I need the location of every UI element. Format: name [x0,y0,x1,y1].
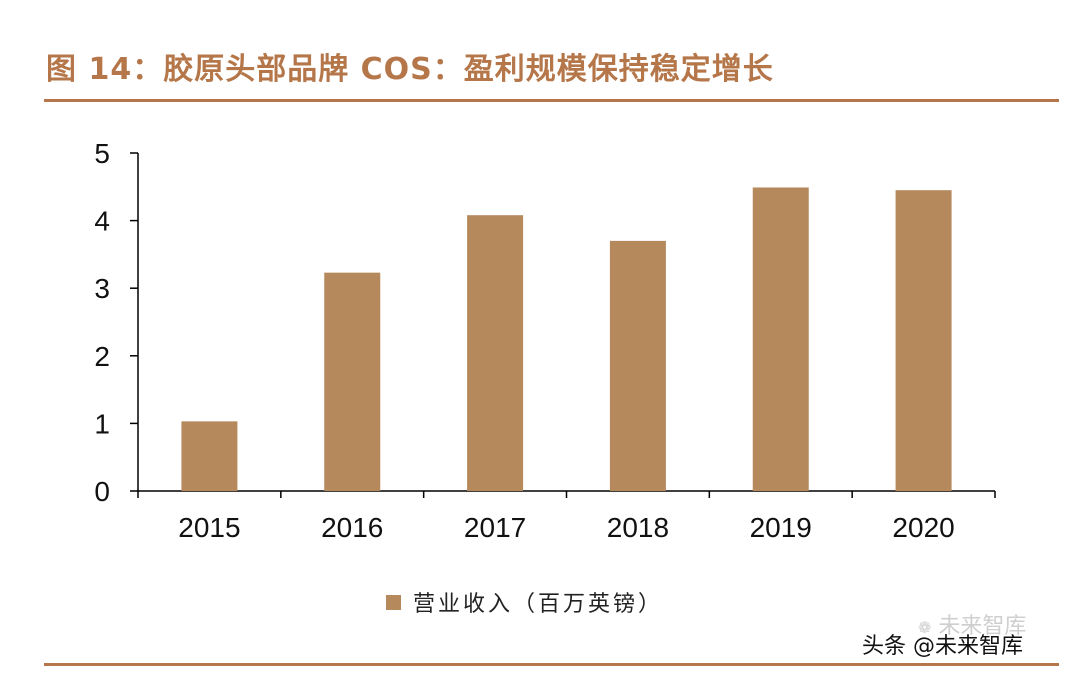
legend-label: 营业收入（百万英镑） [413,592,664,617]
y-tick-label: 0 [94,476,110,507]
bottom-rule [44,663,1059,666]
y-tick-label: 4 [94,206,110,237]
x-tick-label: 2016 [321,512,383,543]
x-tick-label: 2019 [750,512,812,543]
x-tick-label: 2020 [892,512,954,543]
watermark-text: 未来智库 [938,614,1027,639]
x-tick-label: 2017 [464,512,526,543]
bar-2016 [324,272,381,491]
bar-2019 [752,187,809,491]
y-tick-label: 1 [94,408,110,439]
y-tick-labels: 0 1 2 3 4 5 [94,138,110,507]
chart-bars [181,187,952,491]
y-tick-label: 3 [94,273,110,304]
source-label: 头条 @未来智库 [862,634,1023,659]
x-tick-label: 2018 [607,512,669,543]
x-tick-labels: 2015 2016 2017 2018 2019 2020 [178,512,954,543]
top-rule [44,99,1059,102]
legend-swatch [386,594,401,610]
figure-title: 图 14：胶原头部品牌 COS：盈利规模保持稳定增长 [46,52,774,87]
y-tick-label: 5 [94,138,110,169]
wechat-icon: ❁ [918,618,932,637]
bar-2018 [609,240,666,491]
y-tick-label: 2 [94,341,110,372]
bar-2017 [467,215,524,491]
watermark: ❁ 未来智库 [918,608,1026,640]
bar-2020 [895,190,952,491]
legend: 营业收入（百万英镑） [386,586,663,618]
chart-axes [130,152,996,498]
bar-2015 [181,421,238,491]
x-tick-label: 2015 [178,512,240,543]
